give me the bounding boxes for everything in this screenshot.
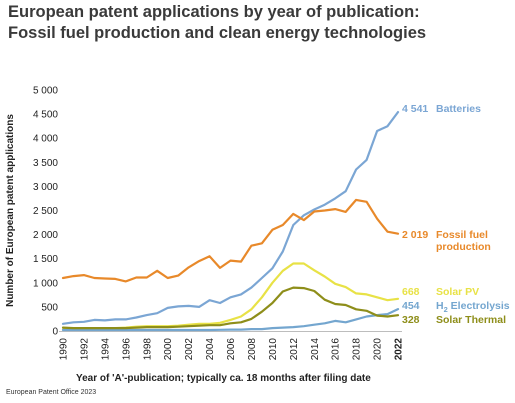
- y-tick-label: 3 500: [33, 158, 58, 169]
- x-tick-label: 2012: [289, 338, 300, 361]
- chart-lines: [61, 110, 400, 332]
- y-tick-label: 3 000: [33, 182, 58, 193]
- x-tick-label: 1998: [142, 338, 153, 361]
- series-name-label-1: Batteries: [436, 103, 481, 115]
- x-tick-label: 2004: [205, 338, 216, 361]
- x-tick-label: 1990: [59, 338, 70, 361]
- x-axis-title: Year of 'A'-publication; typically ca. 1…: [76, 373, 371, 384]
- y-tick-label: 1 500: [33, 254, 58, 265]
- x-tick-label: 2022: [394, 338, 405, 361]
- y-tick-label: 1 000: [33, 278, 58, 289]
- chart-title-line-1: European patent applications by year of …: [8, 3, 420, 21]
- x-tick-label: 2010: [268, 338, 279, 361]
- y-tick-label: 4 000: [33, 134, 58, 145]
- source-footer: European Patent Office 2023: [6, 389, 97, 396]
- chart-title-line-2: Fossil fuel production and clean energy …: [8, 24, 427, 42]
- series-name-label-2: Fossil fuel: [436, 229, 488, 241]
- series-name-label-3: Solar PV: [436, 286, 479, 298]
- x-tick-label: 2018: [352, 338, 363, 361]
- series-line-1: [61, 110, 400, 325]
- series-name-label-4: H2 Electrolysis: [436, 300, 510, 314]
- y-tick-label: 4 500: [33, 110, 58, 121]
- x-tick-label: 1992: [79, 338, 90, 361]
- series-line-2: [61, 198, 400, 283]
- x-tick-label: 2020: [373, 338, 384, 361]
- series-end-value-1: 4 541: [402, 103, 428, 115]
- y-tick-label: 2 500: [33, 206, 58, 217]
- y-tick-label: 2 000: [33, 230, 58, 241]
- x-tick-label: 2006: [226, 338, 237, 361]
- h2-base: H: [436, 300, 444, 312]
- chart-title: European patent applications by year of …: [8, 2, 508, 44]
- x-tick-label: 2000: [163, 338, 174, 361]
- series-end-value-4: 454: [402, 300, 420, 312]
- x-tick-label: 2016: [331, 338, 342, 361]
- x-tick-label: 2008: [247, 338, 258, 361]
- y-tick-label: 500: [41, 302, 58, 313]
- series-end-value-5: 328: [402, 314, 420, 326]
- series-name-label-5: Solar Thermal: [436, 314, 506, 326]
- series-name-label-2: production: [436, 241, 491, 253]
- chart-axes: 0 500 1 000 1 500 2 000 2 500 3 000 3 500 4 000 4…: [5, 86, 405, 385]
- series-end-value-3: 668: [402, 286, 420, 298]
- y-axis-title: Number of European patent applications: [5, 114, 16, 307]
- h2-rest: Electrolysis: [448, 300, 510, 312]
- x-tick-label: 2014: [310, 338, 321, 361]
- y-tick-label: 0: [52, 327, 58, 338]
- h2-subscript: 2: [444, 305, 448, 314]
- y-tick-label: 5 000: [33, 86, 58, 97]
- series-line-5: [61, 286, 400, 330]
- x-tick-label: 2002: [184, 338, 195, 361]
- series-end-value-2: 2 019: [402, 229, 428, 241]
- x-tick-label: 1996: [121, 338, 132, 361]
- chart-end-labels: 4 541 Batteries 2 019 Fossil fuelproduction…: [402, 103, 510, 326]
- series-line-4: [61, 308, 400, 332]
- x-tick-label: 1994: [100, 338, 111, 361]
